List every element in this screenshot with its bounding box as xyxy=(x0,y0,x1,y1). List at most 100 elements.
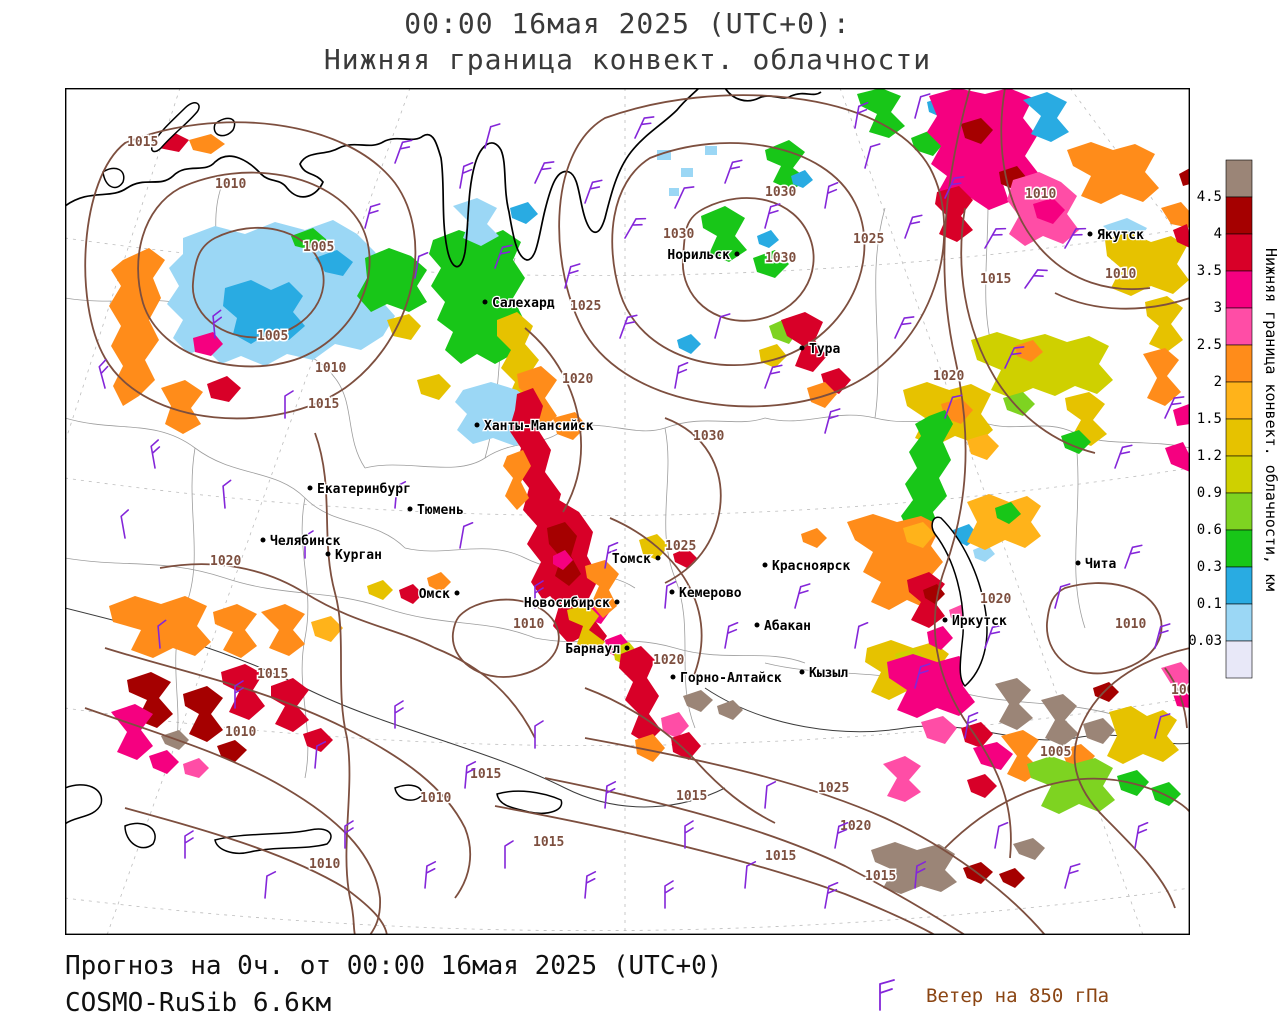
isobar-label: 1025 xyxy=(853,232,884,247)
colorbar-segment xyxy=(1225,381,1253,420)
colorbar-ticks: 4.5 4 3.5 3 2.5 2 1.5 1.2 0.9 0.6 0.3 0.… xyxy=(1188,189,1222,649)
city-label: Томск xyxy=(612,552,651,567)
city-label: Тура xyxy=(809,342,840,357)
colorbar-segment xyxy=(1225,196,1253,235)
coastlines xyxy=(64,87,988,854)
colorbar-tick: 4.5 xyxy=(1197,189,1222,205)
city: Омск xyxy=(417,586,460,603)
isobar-label: 1015 xyxy=(308,397,339,412)
isobar-label: 1030 xyxy=(693,429,724,444)
city-label: Екатеринбург xyxy=(317,482,411,497)
city-label: Омск xyxy=(419,587,450,602)
city: Абакан xyxy=(754,618,812,635)
city-label: Якутск xyxy=(1097,228,1144,243)
city: Чита xyxy=(1075,556,1118,573)
isobar-label: 1025 xyxy=(665,539,696,554)
isobar-label: 1010 xyxy=(513,617,544,632)
city-label: Барнаул xyxy=(565,642,620,657)
city-label: Ханты-Мансийск xyxy=(484,419,594,434)
city: Томск xyxy=(611,551,661,568)
isobar-label: 1020 xyxy=(933,369,964,384)
city: Кызыл xyxy=(799,665,850,682)
colorbar-segment xyxy=(1225,566,1253,605)
city: Тура xyxy=(799,341,842,358)
city: Иркутск xyxy=(942,613,1008,630)
model-caption: COSMO-RuSib 6.6км xyxy=(65,988,332,1018)
city: Салехард xyxy=(482,295,556,312)
colorbar-segment xyxy=(1225,344,1253,383)
isobar-label: 1020 xyxy=(653,653,684,668)
isobar-label: 1025 xyxy=(818,781,849,796)
colorbar-tick: 2.5 xyxy=(1197,337,1222,353)
isobar-label: 1010 xyxy=(1105,267,1136,282)
colorbar-tick: 0.9 xyxy=(1197,485,1222,501)
city: Курган xyxy=(325,547,383,564)
isobar-label: 1005 xyxy=(303,240,334,255)
city: Красноярск xyxy=(762,558,852,575)
colorbar-legend: 4.5 4 3.5 3 2.5 2 1.5 1.2 0.9 0.6 0.3 0.… xyxy=(1188,148,1280,748)
colorbar-segment xyxy=(1225,159,1253,198)
city-label: Горно-Алтайск xyxy=(680,671,782,686)
wind-legend: Ветер на 850 гПа xyxy=(872,978,1109,1014)
city-label: Норильск xyxy=(667,248,730,263)
isobar-label: 1010 xyxy=(420,791,451,806)
colorbar-segment xyxy=(1225,418,1253,457)
colorbar-tick: 1.2 xyxy=(1197,448,1222,464)
city: Норильск xyxy=(666,247,740,264)
colorbar-tick: 0.6 xyxy=(1197,522,1222,538)
isobar-label: 1015 xyxy=(257,667,288,682)
forecast-caption: Прогноз на 0ч. от 00:00 16мая 2025 (UTC+… xyxy=(65,951,723,981)
colorbar-tick: 3 xyxy=(1214,300,1222,316)
isobar-label: 1005 xyxy=(1040,745,1071,760)
isobar-label: 1010 xyxy=(1115,617,1146,632)
city-markers: Салехард Норильск Тура Якутск Ханты-Манс… xyxy=(260,227,1145,687)
city: Новосибирск xyxy=(523,595,620,612)
isobar-label: 1025 xyxy=(570,299,601,314)
colorbar-segment xyxy=(1225,233,1253,272)
isobar-label: 1015 xyxy=(127,135,158,150)
isobar-label: 1020 xyxy=(210,554,241,569)
wind-legend-label: Ветер на 850 гПа xyxy=(926,985,1110,1007)
colorbar-axis-label: Нижняя граница конвект. облачности, км xyxy=(1262,248,1280,591)
footer-captions: Прогноз на 0ч. от 00:00 16мая 2025 (UTC+… xyxy=(65,948,722,1022)
isobar-label: 1020 xyxy=(980,592,1011,607)
title-line-1: 00:00 16мая 2025 (UTC+0): xyxy=(404,7,851,40)
colorbar-tick: 4 xyxy=(1214,226,1222,242)
isobar-label: 1015 xyxy=(533,835,564,850)
city-label: Челябинск xyxy=(270,534,341,549)
colorbar-segment xyxy=(1225,529,1253,568)
isobar-label: 1030 xyxy=(765,251,796,266)
isobar-label: 1015 xyxy=(470,767,501,782)
isobar-label: 1005 xyxy=(257,329,288,344)
city: Екатеринбург xyxy=(307,481,412,498)
city-label: Красноярск xyxy=(772,559,850,574)
city: Барнаул xyxy=(564,641,630,658)
title-line-2: Нижняя граница конвект. облачности xyxy=(323,43,932,76)
city-label: Кемерово xyxy=(679,586,742,601)
isobar-label: 1010 xyxy=(315,361,346,376)
city-label: Кызыл xyxy=(809,666,848,681)
colorbar-tick: 2 xyxy=(1214,374,1222,390)
city: Тюмень xyxy=(407,502,465,519)
colorbar-segment xyxy=(1225,640,1253,679)
isobar-label: 1010 xyxy=(215,177,246,192)
isobar-label: 1020 xyxy=(562,372,593,387)
city: Якутск xyxy=(1087,227,1145,244)
city: Кемерово xyxy=(669,585,743,602)
colorbar-tick: 1.5 xyxy=(1197,411,1222,427)
city: Ханты-Мансийск xyxy=(474,418,595,435)
isobar-label: 1030 xyxy=(663,227,694,242)
isobar-label: 1010 xyxy=(1025,187,1056,202)
colorbar-tick: 0.03 xyxy=(1190,633,1222,649)
city: Челябинск xyxy=(260,533,342,550)
isobar-label: 1010 xyxy=(225,725,256,740)
colorbar xyxy=(1225,159,1253,679)
colorbar-tick: 0.3 xyxy=(1197,559,1222,575)
colorbar-segment xyxy=(1225,603,1253,642)
isobar-label: 1020 xyxy=(840,819,871,834)
city-label: Чита xyxy=(1085,557,1116,572)
isobar-label: 1015 xyxy=(676,789,707,804)
colorbar-segment xyxy=(1225,492,1253,531)
colorbar-segment xyxy=(1225,307,1253,346)
